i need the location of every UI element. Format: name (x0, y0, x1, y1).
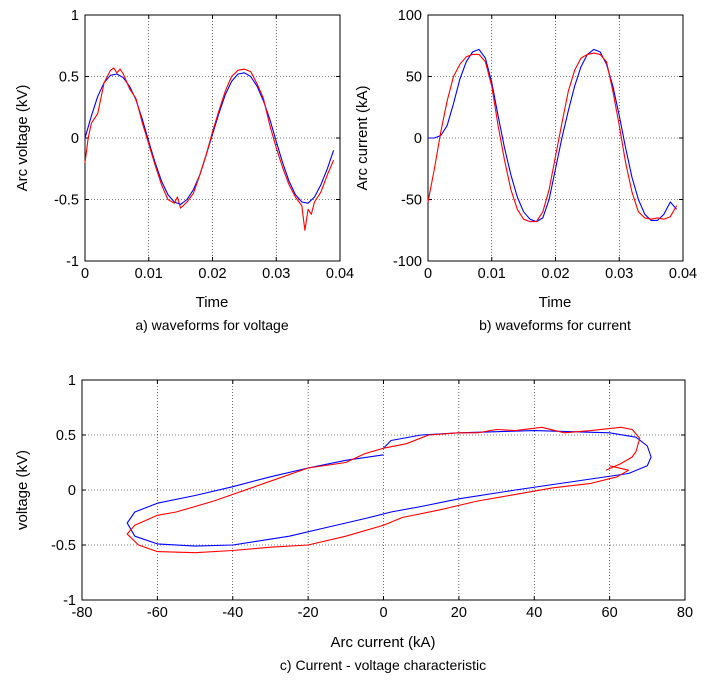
chart-a-ytick-label: 1 (71, 8, 79, 24)
chart-c-xtick-label: -40 (222, 605, 243, 621)
chart-c-xtick-label: 0 (379, 605, 387, 621)
chart-a-ytick-label: 0.5 (59, 70, 79, 86)
chart-a-xtick-label: 0.03 (262, 266, 290, 282)
chart-a: 0 0.01 0.02 0.03 0.04 -1 -0.5 0 0.5 1 Time Arc vo… (14, 8, 354, 333)
chart-b: 0 0.01 0.02 0.03 0.04 -100 -50 0 50 100 Time Arc … (354, 8, 697, 333)
chart-b-ylabel: Arc current (kA) (354, 85, 371, 190)
chart-b-xtick-label: 0.03 (605, 266, 633, 282)
chart-b-ytick-label: -50 (401, 193, 422, 209)
chart-c-ytick-label: 0 (68, 483, 76, 499)
chart-c-xtick-label: 80 (677, 605, 693, 621)
chart-a-xtick-label: 0 (81, 266, 89, 282)
chart-b-ticks: 0 0.01 0.02 0.03 0.04 -100 -50 0 50 100 (393, 8, 697, 282)
chart-b-series (427, 48, 678, 223)
chart-a-caption: a) waveforms for voltage (135, 317, 288, 333)
chart-c: -80 -60 -40 -20 0 20 40 60 80 -1 -0.5 0 0.5 1 Arc cur… (14, 373, 693, 673)
chart-a-gridlines (85, 15, 340, 261)
chart-c-xlabel: Arc current (kA) (330, 634, 435, 651)
chart-a-xtick-label: 0.04 (326, 266, 354, 282)
chart-b-xtick-label: 0 (424, 266, 432, 282)
chart-b-ytick-label: 100 (398, 8, 422, 24)
chart-c-xtick-label: 40 (526, 605, 542, 621)
chart-c-ytick-label: 1 (68, 373, 76, 389)
chart-c-gridlines (82, 380, 685, 600)
chart-a-xlabel: Time (196, 294, 229, 311)
chart-a-ytick-label: -1 (66, 254, 79, 270)
chart-b-series-line-1 (428, 48, 678, 223)
chart-c-ytick-label: -1 (63, 593, 76, 609)
chart-b-ytick-label: -100 (393, 254, 422, 270)
chart-c-ytick-label: 0.5 (56, 428, 76, 444)
chart-a-series (84, 67, 335, 231)
chart-b-caption: b) waveforms for current (479, 317, 631, 333)
chart-c-xtick-label: 20 (451, 605, 467, 621)
chart-b-ytick-label: 0 (414, 131, 422, 147)
chart-b-xlabel: Time (539, 294, 572, 311)
chart-a-xtick-label: 0.02 (198, 266, 226, 282)
chart-b-xtick-label: 0.01 (478, 266, 506, 282)
chart-c-caption: c) Current - voltage characteristic (280, 657, 486, 673)
chart-a-ytick-label: -0.5 (54, 193, 79, 209)
chart-c-series-line-2 (126, 426, 641, 554)
chart-a-ticks: 0 0.01 0.02 0.03 0.04 -1 -0.5 0 0.5 1 (54, 8, 354, 282)
chart-c-series (126, 426, 652, 554)
chart-a-series-line-2 (84, 67, 335, 231)
chart-b-xtick-label: 0.04 (669, 266, 697, 282)
chart-c-ytick-label: -0.5 (51, 538, 76, 554)
chart-c-xtick-label: -60 (147, 605, 168, 621)
chart-c-ylabel: voltage (kV) (14, 450, 31, 530)
chart-a-ylabel: Arc voltage (kV) (14, 85, 31, 192)
chart-c-xtick-label: -80 (72, 605, 93, 621)
chart-c-xtick-label: -20 (298, 605, 319, 621)
chart-c-xtick-label: 60 (602, 605, 618, 621)
chart-b-ytick-label: 50 (406, 70, 422, 86)
chart-c-ticks: -80 -60 -40 -20 0 20 40 60 80 -1 -0.5 0 0.5 1 (51, 373, 693, 621)
chart-b-series-line-2 (427, 52, 678, 223)
chart-b-gridlines (428, 15, 683, 261)
chart-b-xtick-label: 0.02 (541, 266, 569, 282)
chart-a-ytick-label: 0 (71, 131, 79, 147)
chart-a-xtick-label: 0.01 (135, 266, 163, 282)
